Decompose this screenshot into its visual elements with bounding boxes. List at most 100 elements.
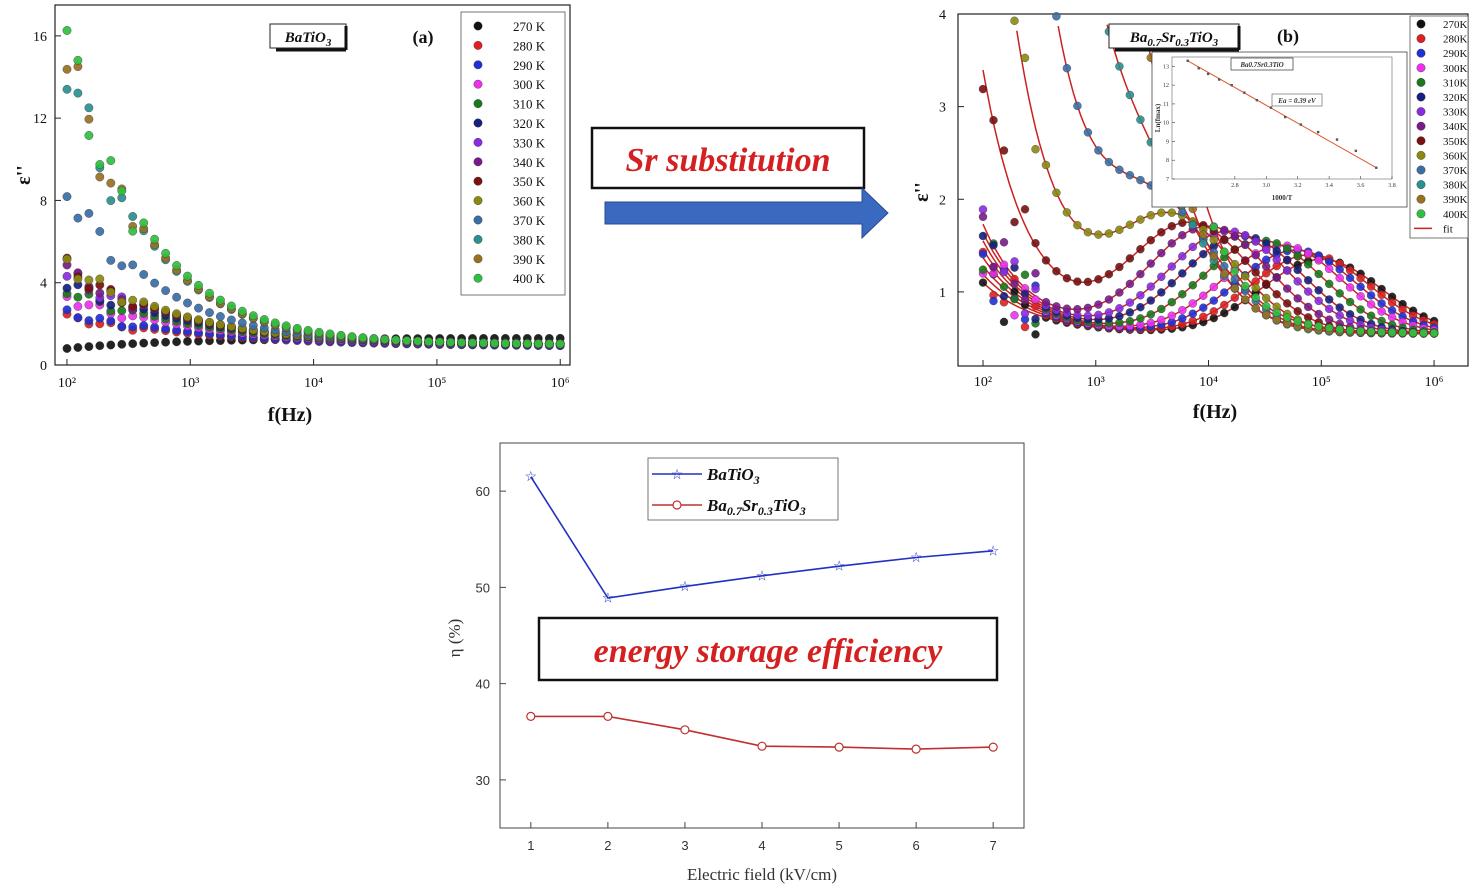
- data-point: [128, 322, 138, 332]
- data-point: [1020, 309, 1030, 318]
- data-point: [522, 339, 532, 348]
- material-tag-b: Ba0.7Sr0.3TiO3: [1108, 23, 1241, 52]
- data-point: [1272, 315, 1281, 325]
- data-point: [1240, 281, 1250, 291]
- legend-marker-a: [473, 79, 483, 89]
- data-point: [73, 213, 83, 223]
- data-point: [1178, 306, 1187, 315]
- data-point: [1062, 208, 1072, 217]
- data-point: [1345, 283, 1355, 292]
- data-point: [1230, 293, 1240, 302]
- inset-x-tick: 3.6: [1357, 183, 1365, 189]
- data-point: [62, 26, 72, 35]
- data-point: [1104, 229, 1114, 238]
- legend-label-a: 290 K: [513, 58, 546, 73]
- legend-label-b: 390K: [1443, 194, 1468, 206]
- star-marker: ☆: [987, 544, 1000, 559]
- data-point: [1125, 317, 1135, 326]
- data-points-a: [62, 26, 565, 353]
- data-point: [1324, 279, 1334, 289]
- data-point: [1073, 277, 1082, 286]
- data-point: [989, 115, 998, 125]
- inset-y-tick: 7: [1166, 177, 1169, 183]
- data-point: [1261, 301, 1271, 311]
- data-point: [1240, 230, 1250, 240]
- data-point: [150, 301, 160, 311]
- data-point: [150, 234, 160, 244]
- data-point: [555, 339, 565, 349]
- star-marker: ☆: [756, 569, 769, 584]
- data-point: [1387, 313, 1397, 322]
- data-point: [1094, 275, 1103, 284]
- x-tick-label-a: 10³: [181, 376, 199, 391]
- data-point: [1167, 311, 1177, 320]
- legend-marker-b: [1416, 107, 1426, 117]
- legend-a: [460, 11, 566, 296]
- data-point: [259, 315, 269, 324]
- data-point: [1199, 239, 1208, 248]
- data-point: [1157, 248, 1166, 258]
- data-point: [106, 255, 116, 265]
- inset-y-tick: 12: [1163, 83, 1169, 89]
- data-point: [325, 329, 335, 339]
- data-point: [1282, 299, 1292, 308]
- data-point: [1220, 308, 1229, 318]
- data-point: [347, 332, 357, 341]
- data-point: [1251, 304, 1260, 313]
- data-point: [1303, 276, 1313, 285]
- data-point: [194, 315, 203, 325]
- data-point: [1136, 303, 1145, 312]
- x-tick-label-b: 10⁶: [1425, 375, 1444, 390]
- data-point: [391, 335, 401, 345]
- legend-marker-a: [473, 176, 483, 186]
- data-point: [1010, 257, 1019, 266]
- data-point: [380, 334, 390, 344]
- inset-tag: Ba0.7Sr0.3TiO: [1239, 61, 1283, 69]
- data-point: [139, 270, 149, 279]
- data-point: [1020, 322, 1030, 332]
- data-point: [117, 306, 127, 316]
- data-point: [172, 309, 182, 319]
- y-tick-label-a: 4: [40, 277, 47, 292]
- data-point: [95, 341, 105, 351]
- inset-tag-box: [1230, 57, 1294, 71]
- data-point: [84, 300, 94, 310]
- material-tag-a: BaTiO3: [269, 23, 348, 52]
- data-point: [1335, 273, 1344, 283]
- legend-label-b: 350K: [1443, 136, 1468, 148]
- panel-label-b: (b): [1277, 26, 1299, 47]
- data-point: [1282, 284, 1292, 293]
- inset-x-tick: 2.8: [1231, 183, 1239, 189]
- data-point: [1199, 312, 1208, 321]
- legend-label-a: 300 K: [513, 77, 546, 92]
- data-point: [73, 313, 83, 322]
- data-point: [978, 249, 988, 259]
- legend-marker-b: [1416, 48, 1426, 58]
- data-point: [106, 316, 116, 326]
- data-point: [1272, 273, 1281, 282]
- data-point: [106, 196, 116, 206]
- data-point: [1178, 290, 1187, 299]
- x-tick-label-c: 4: [758, 838, 765, 853]
- inset-x-tick: 3.4: [1325, 183, 1333, 189]
- data-point: [1157, 208, 1166, 217]
- y-axis-label-a: ε'': [13, 165, 35, 185]
- data-point: [1282, 255, 1292, 265]
- data-point: [1136, 244, 1145, 254]
- data-point: [1146, 282, 1156, 291]
- data-point: [1261, 293, 1271, 303]
- data-point: [446, 337, 455, 347]
- x-tick-label-c: 5: [835, 838, 842, 853]
- data-point: [95, 227, 105, 236]
- legend-label-b: 270K: [1443, 19, 1468, 31]
- data-point: [95, 288, 105, 298]
- data-point: [999, 317, 1009, 327]
- data-point: [183, 298, 192, 308]
- data-point: [978, 231, 988, 241]
- x-tick-label-c: 2: [604, 838, 611, 853]
- data-point: [183, 271, 192, 281]
- data-point: [999, 146, 1009, 155]
- data-point: [62, 64, 72, 74]
- data-point: [1062, 274, 1072, 283]
- data-point: [1335, 325, 1344, 334]
